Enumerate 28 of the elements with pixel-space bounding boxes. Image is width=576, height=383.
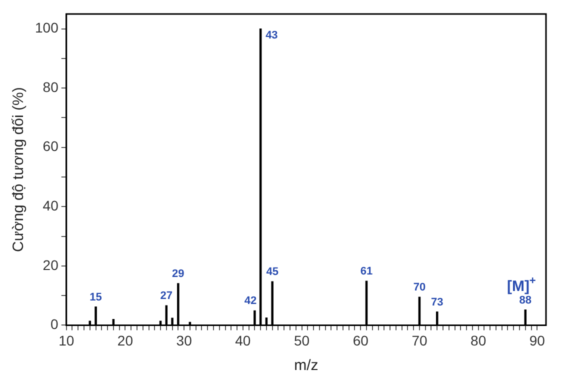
- y-axis-title: Cường độ tương đối (%): [10, 87, 28, 252]
- y-tick-label: 0: [50, 316, 59, 332]
- y-tick-label: 20: [42, 256, 59, 273]
- annotation: 88: [519, 294, 532, 306]
- y-tick-label: 100: [35, 20, 59, 36]
- x-tick-label: 40: [235, 332, 251, 348]
- x-axis-title: m/z: [294, 357, 318, 374]
- x-tick-label: 90: [529, 332, 546, 348]
- y-tick-label: 40: [42, 198, 59, 214]
- annotation: 61: [360, 266, 373, 278]
- x-tick-label: 80: [470, 332, 486, 348]
- annotation: 73: [431, 296, 444, 308]
- annotation: 27: [160, 290, 173, 302]
- annotation: 29: [172, 268, 184, 280]
- x-tick-label: 60: [352, 332, 369, 348]
- x-tick-label: 20: [117, 332, 134, 348]
- annotation: 45: [266, 266, 278, 278]
- y-tick-label: 60: [42, 138, 59, 154]
- annotation: 15: [90, 291, 102, 304]
- x-tick-label: 30: [176, 332, 192, 348]
- y-tick-label: 80: [42, 78, 59, 95]
- x-tick-label: 70: [412, 332, 428, 348]
- annotation: [M]+: [506, 274, 536, 295]
- annotation: 70: [413, 282, 426, 294]
- annotation: 42: [244, 295, 257, 308]
- x-tick-label: 50: [294, 332, 310, 348]
- x-tick-label: 10: [58, 332, 74, 348]
- annotation: 43: [266, 29, 278, 42]
